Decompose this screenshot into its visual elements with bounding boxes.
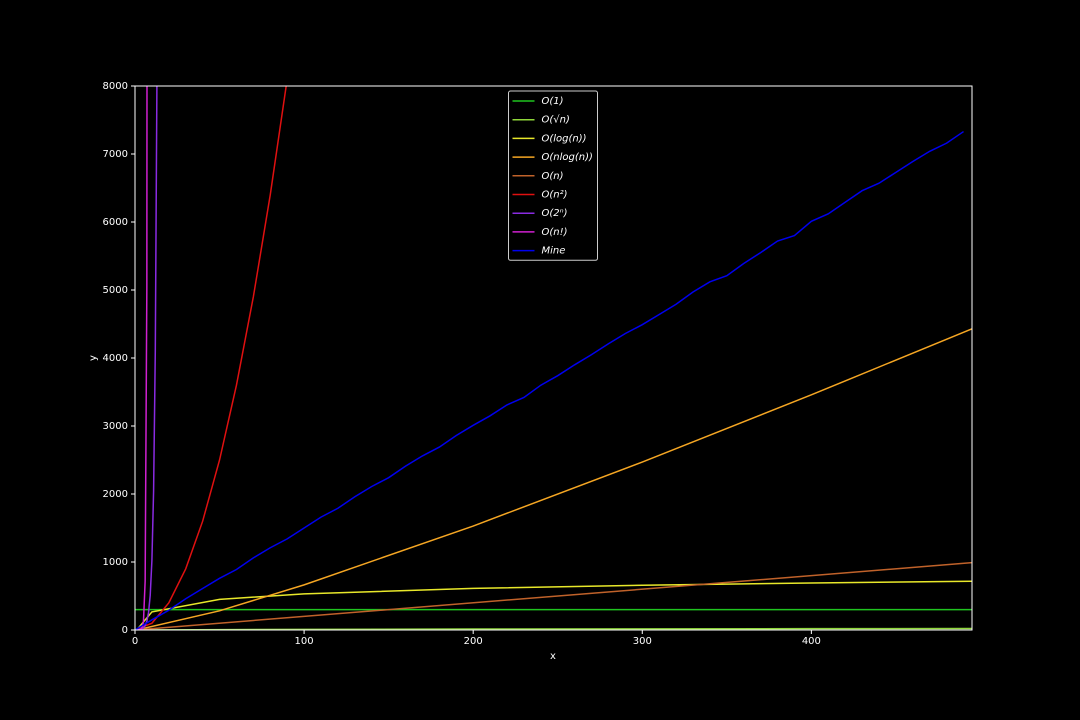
legend-label: O(√n) — [542, 115, 570, 126]
legend-label: O(n!) — [542, 227, 568, 238]
y-tick-label: 6000 — [103, 217, 128, 228]
legend-label: O(1) — [542, 96, 564, 107]
y-tick-label: 0 — [122, 625, 128, 636]
plot-frame — [134, 85, 973, 631]
line-series — [135, 627, 972, 630]
y-tick-label: 5000 — [103, 285, 128, 296]
y-tick-label: 7000 — [103, 149, 128, 160]
y-tick-label: 2000 — [103, 489, 128, 500]
legend-label: Mine — [542, 246, 566, 257]
line-series — [135, 86, 287, 630]
line-series — [135, 86, 148, 630]
y-tick-label: 1000 — [103, 557, 128, 568]
y-axis-label: y — [88, 355, 99, 361]
legend-label: O(n) — [542, 171, 564, 182]
x-axis-label: x — [550, 651, 556, 662]
legend-label: O(2ⁿ) — [542, 208, 568, 219]
legend-label: O(n²) — [542, 190, 568, 201]
legend-label: O(nlog(n)) — [542, 152, 593, 163]
y-tick-label: 8000 — [103, 81, 128, 92]
line-series — [135, 561, 972, 630]
x-tick-label: 300 — [633, 636, 652, 647]
legend: O(1) O(√n) O(log(n)) O(nlog(n)) O(n) O(n²) O(2… — [508, 90, 598, 261]
line-series — [136, 580, 972, 630]
line-series — [136, 328, 972, 630]
legend-label: O(log(n)) — [542, 133, 587, 144]
x-tick-label: 400 — [802, 636, 821, 647]
x-tick-label: 200 — [464, 636, 483, 647]
legend-box — [508, 90, 598, 261]
line-series — [135, 130, 964, 630]
x-tick-label: 100 — [295, 636, 314, 647]
y-tick-label: 3000 — [103, 421, 128, 432]
x-tick-label: 0 — [132, 636, 138, 647]
y-tick-label: 4000 — [103, 353, 128, 364]
